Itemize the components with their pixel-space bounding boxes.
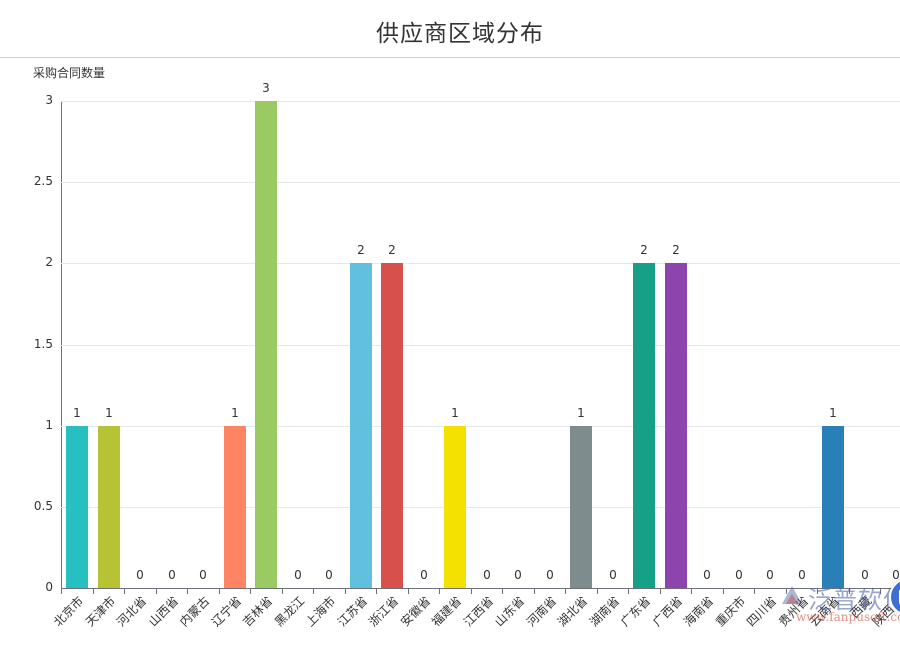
- bar-value-label: 0: [703, 568, 711, 582]
- x-tick-mark: [219, 589, 220, 594]
- x-tick-mark: [408, 589, 409, 594]
- x-tick-mark: [849, 589, 850, 594]
- title-divider: [0, 57, 900, 58]
- bar-value-label: 0: [609, 568, 617, 582]
- bar[interactable]: [822, 426, 844, 588]
- x-tick-mark: [660, 589, 661, 594]
- bar-value-label: 2: [388, 243, 396, 257]
- bar-value-label: 0: [892, 568, 900, 582]
- bar-value-label: 0: [798, 568, 806, 582]
- bar-value-label: 1: [231, 406, 239, 420]
- x-tick-mark: [124, 589, 125, 594]
- bar[interactable]: [98, 426, 120, 588]
- y-tick-label: 1: [45, 418, 53, 432]
- x-tick-mark: [534, 589, 535, 594]
- gridline: [61, 345, 900, 346]
- bar[interactable]: [444, 426, 466, 588]
- bar-value-label: 0: [483, 568, 491, 582]
- bar-value-label: 0: [735, 568, 743, 582]
- x-tick-mark: [250, 589, 251, 594]
- y-tick-label: 1.5: [33, 337, 53, 351]
- bar[interactable]: [381, 263, 403, 588]
- bar-value-label: 0: [168, 568, 176, 582]
- x-tick-mark: [565, 589, 566, 594]
- x-tick-mark: [817, 589, 818, 594]
- y-tick-label: 3: [45, 93, 53, 107]
- bar[interactable]: [66, 426, 88, 588]
- bar[interactable]: [224, 426, 246, 588]
- y-tick-label: 2.5: [33, 174, 53, 188]
- x-tick-mark: [439, 589, 440, 594]
- bar-value-label: 0: [294, 568, 302, 582]
- bar-value-label: 2: [357, 243, 365, 257]
- bar-chart-plot: 0 0.5 1 1.5 2 2.5 3 1 北京市 1 天津市 0 河北省 0 山西省 0 内蒙古 1 辽宁省 3 吉林…: [33, 81, 900, 629]
- bar-value-label: 0: [766, 568, 774, 582]
- bar-value-label: 0: [325, 568, 333, 582]
- x-tick-mark: [723, 589, 724, 594]
- bar-value-label: 2: [672, 243, 680, 257]
- bar[interactable]: [665, 263, 687, 588]
- x-tick-mark: [786, 589, 787, 594]
- x-tick-mark: [628, 589, 629, 594]
- gridline: [61, 426, 900, 427]
- x-tick-mark: [93, 589, 94, 594]
- bar[interactable]: [350, 263, 372, 588]
- bar-value-label: 1: [105, 406, 113, 420]
- bar-value-label: 0: [514, 568, 522, 582]
- gridline: [61, 263, 900, 264]
- bar[interactable]: [255, 101, 277, 588]
- x-tick-mark: [313, 589, 314, 594]
- bar[interactable]: [570, 426, 592, 588]
- y-tick-label: 2: [45, 255, 53, 269]
- gridline: [61, 101, 900, 102]
- x-tick-mark: [502, 589, 503, 594]
- x-tick-mark: [282, 589, 283, 594]
- bar-value-label: 1: [73, 406, 81, 420]
- x-tick-mark: [880, 589, 881, 594]
- bar-value-label: 0: [136, 568, 144, 582]
- x-tick-mark: [691, 589, 692, 594]
- bar-value-label: 0: [546, 568, 554, 582]
- x-axis-line: [61, 588, 900, 589]
- bar-value-label: 0: [861, 568, 869, 582]
- x-tick-mark: [61, 589, 62, 594]
- gridline: [61, 507, 900, 508]
- bar-value-label: 1: [577, 406, 585, 420]
- bar-value-label: 3: [262, 81, 270, 95]
- bar-value-label: 1: [451, 406, 459, 420]
- x-tick-mark: [376, 589, 377, 594]
- chart-title: 供应商区域分布: [376, 21, 544, 47]
- y-axis-title: 采购合同数量: [33, 66, 106, 80]
- x-tick-mark: [156, 589, 157, 594]
- bar[interactable]: [633, 263, 655, 588]
- bar-value-label: 1: [829, 406, 837, 420]
- x-tick-mark: [597, 589, 598, 594]
- x-tick-mark: [754, 589, 755, 594]
- y-tick-label: 0.5: [33, 499, 53, 513]
- gridline: [61, 182, 900, 183]
- bar-value-label: 0: [199, 568, 207, 582]
- bar-value-label: 2: [640, 243, 648, 257]
- y-tick-label: 0: [45, 580, 53, 594]
- x-tick-mark: [471, 589, 472, 594]
- bar-value-label: 0: [420, 568, 428, 582]
- x-tick-mark: [187, 589, 188, 594]
- x-tick-mark: [345, 589, 346, 594]
